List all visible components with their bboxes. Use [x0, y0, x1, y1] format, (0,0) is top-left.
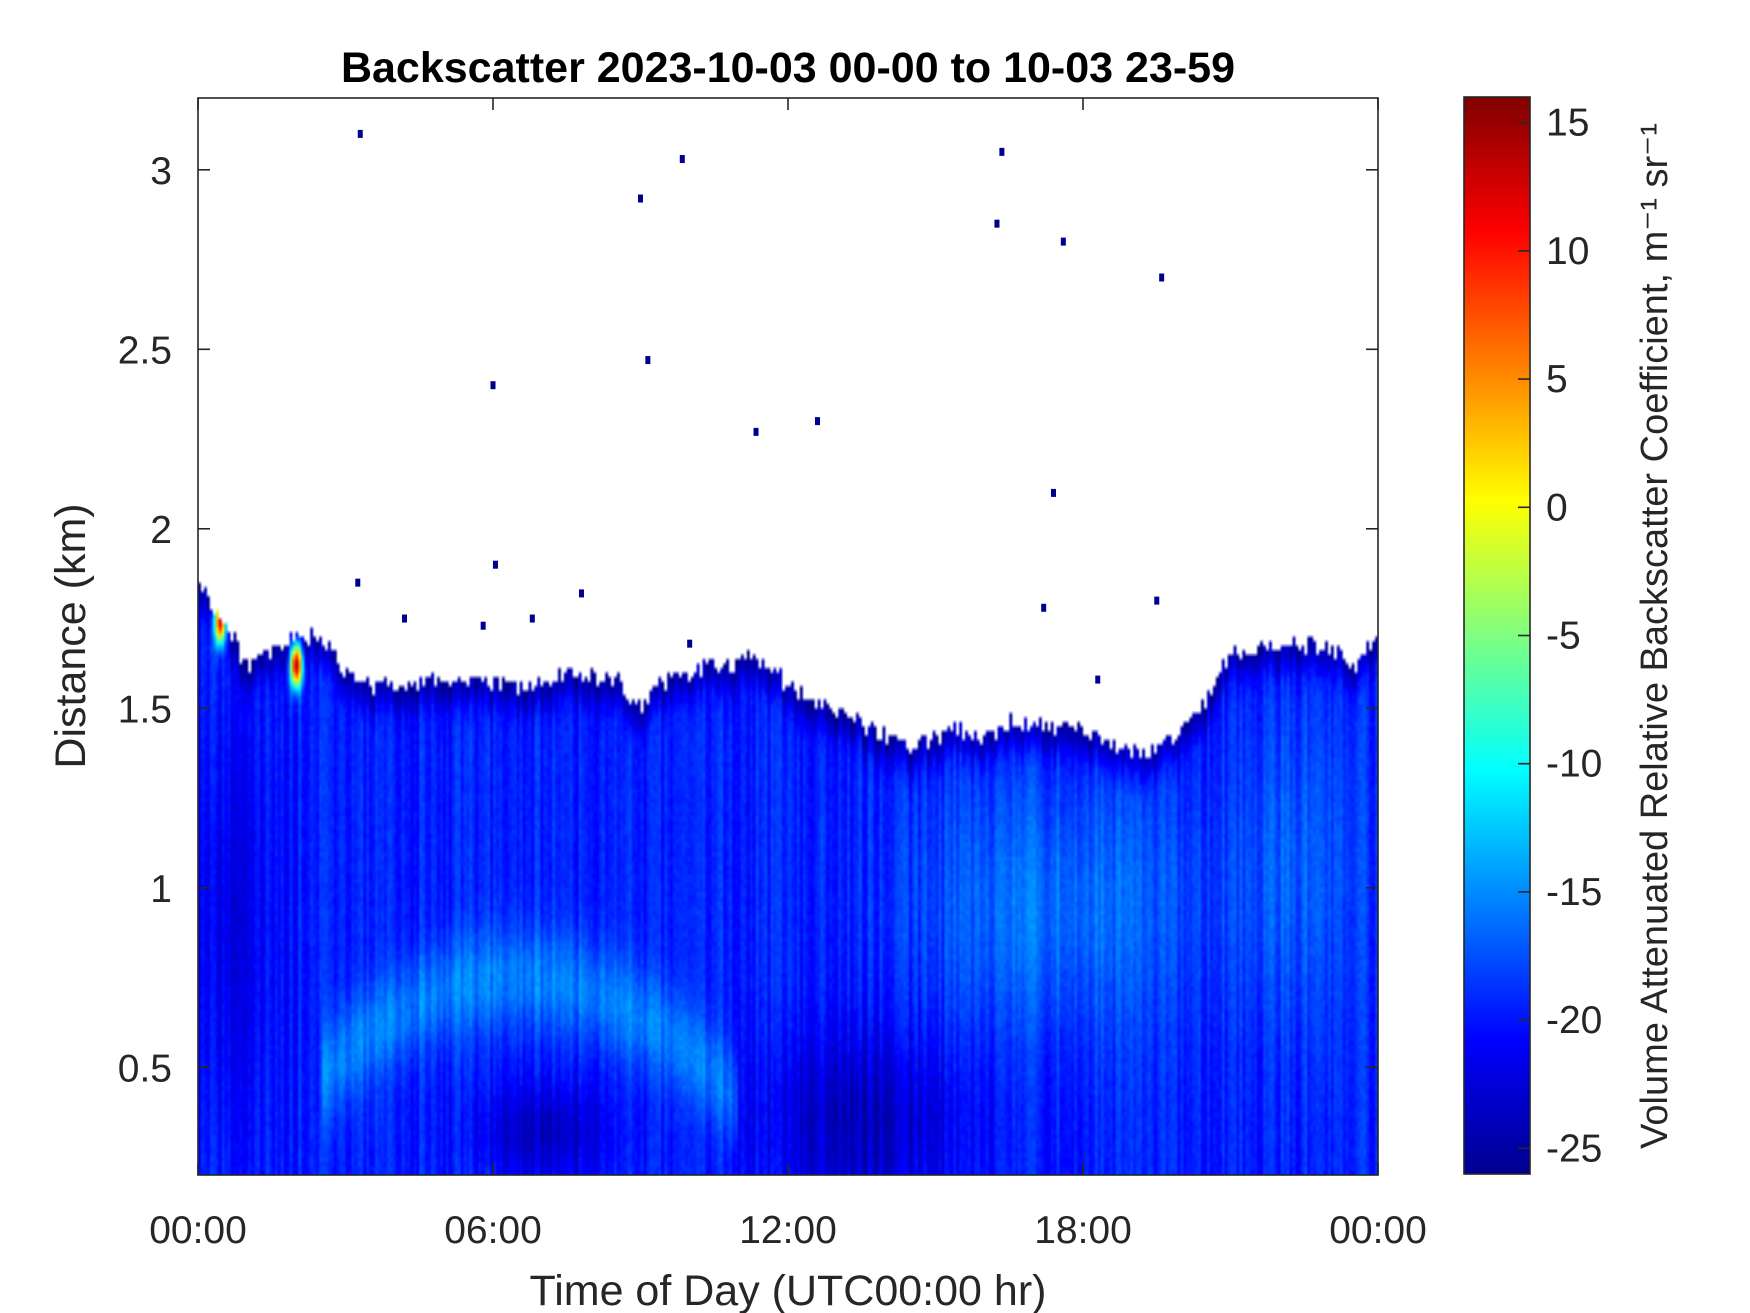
y-tick-label: 2.5 [118, 329, 172, 372]
x-tick-label: 00:00 [1329, 1209, 1427, 1252]
isolated-return-point [492, 560, 498, 569]
colorbar-tick-label: -15 [1546, 871, 1602, 914]
colorbar-tick-label: -5 [1546, 615, 1581, 658]
x-tick-label: 18:00 [1034, 1209, 1132, 1252]
y-tick-label: 3 [150, 150, 172, 193]
isolated-return-point [1051, 488, 1056, 497]
y-tick-label: 2 [150, 509, 172, 552]
isolated-return-point [1154, 596, 1160, 605]
isolated-return-point [1060, 237, 1066, 246]
y-tick-label: 1 [150, 868, 172, 911]
colorbar-tick-label: 15 [1546, 102, 1589, 145]
colorbar-tick-label: -10 [1546, 743, 1602, 786]
isolated-return-point [687, 639, 693, 648]
colorbar-tick-label: -25 [1546, 1127, 1602, 1170]
y-tick-label: 0.5 [118, 1047, 172, 1090]
x-tick-label: 00:00 [149, 1209, 247, 1252]
isolated-return-point [357, 129, 363, 138]
isolated-return-point [1041, 603, 1047, 612]
isolated-return-point [679, 155, 685, 164]
x-axis-label: Time of Day (UTC00:00 hr) [530, 1267, 1047, 1313]
isolated-return-point [529, 614, 535, 623]
x-axis: 00:00 06:00 12:00 18:00 00:00 [149, 98, 1427, 1252]
y-axis: 0.5 1 1.5 2 2.5 3 [118, 150, 1378, 1090]
y-tick-label: 1.5 [118, 688, 172, 731]
isolated-return-point [994, 219, 1000, 228]
isolated-return-point [579, 589, 584, 598]
isolated-return-point [490, 381, 496, 390]
isolated-returns [355, 129, 1165, 684]
isolated-return-point [753, 427, 759, 436]
isolated-return-point [815, 417, 820, 426]
isolated-return-point [402, 614, 407, 623]
colorbar-tick-label: 10 [1546, 230, 1589, 273]
backscatter-heatmap [198, 98, 1378, 1175]
isolated-return-point [999, 147, 1005, 156]
isolated-return-point [480, 621, 486, 630]
isolated-return-point [1159, 273, 1165, 282]
colorbar-tick-label: 0 [1546, 486, 1568, 529]
colorbar-label: Volume Attenuated Relative Backscatter C… [1634, 123, 1676, 1149]
isolated-return-point [638, 194, 643, 203]
plot-area [197, 97, 1379, 1176]
x-tick-label: 06:00 [444, 1209, 542, 1252]
x-tick-label: 12:00 [739, 1209, 837, 1252]
isolated-return-point [355, 578, 361, 587]
colorbar-ticks: 15 10 5 0 -5 -10 -15 -20 -25 [1518, 102, 1602, 1170]
colorbar-tick-label: 5 [1546, 358, 1568, 401]
isolated-return-point [1095, 675, 1101, 684]
chart-title: Backscatter 2023-10-03 00-00 to 10-03 23… [341, 44, 1235, 92]
y-axis-label: Distance (km) [47, 503, 95, 768]
colorbar: 15 10 5 0 -5 -10 -15 -20 -25 Volume Attenuated R… [1463, 96, 1676, 1175]
colorbar-tick-label: -20 [1546, 999, 1602, 1042]
isolated-return-point [645, 356, 651, 365]
